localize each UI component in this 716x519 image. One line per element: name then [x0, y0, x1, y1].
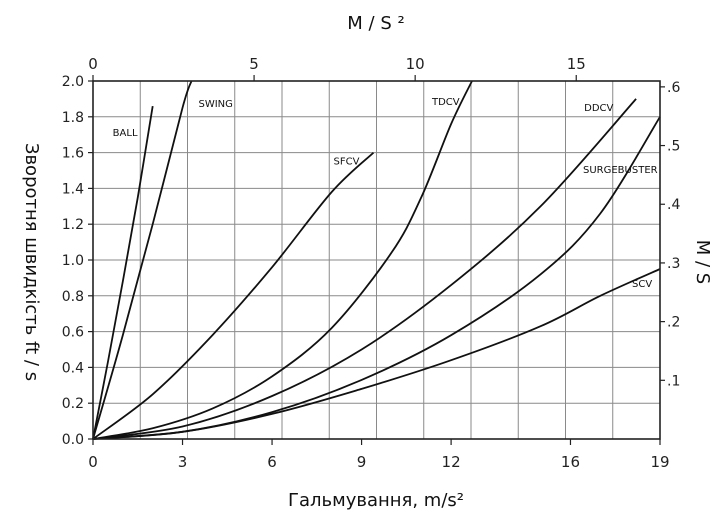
right-axis-title: M / S [692, 240, 713, 284]
series-label-ddcv: DDCV [584, 103, 613, 114]
right-tick-label: .6 [667, 80, 680, 96]
x-tick-label: 19 [650, 453, 669, 471]
curve-labels: BALL SWING SFCV TDCV DDCV SURGEBUSTER SCV [113, 97, 658, 290]
right-tick-label: .1 [667, 373, 680, 389]
axes: 0 3 6 9 12 16 19 0 5 10 15 0.0 0.2 0.4 0.6 0.8 1.0 1.2 1.4… [62, 55, 681, 471]
series-line-tdcv [92, 80, 473, 440]
x-tick-label: 3 [178, 453, 188, 471]
right-tick-label: .5 [667, 139, 680, 155]
series-curves [92, 80, 661, 440]
series-line-ddcv [92, 98, 637, 440]
y-tick-label: 1.4 [62, 181, 84, 197]
series-line-scv [92, 268, 661, 440]
x-tick-label: 12 [442, 453, 461, 471]
top-axis-title: M / S ² [347, 13, 404, 34]
y-tick-label: 2.0 [62, 74, 84, 90]
right-tick-label: .2 [667, 315, 680, 331]
series-line-ball [92, 105, 154, 440]
top-tick-label: 5 [249, 55, 259, 73]
series-label-scv: SCV [632, 279, 652, 290]
y-tick-label: 1.2 [62, 217, 84, 233]
y-tick-label: 0.0 [62, 432, 84, 448]
y-tick-label: 0.4 [62, 360, 84, 376]
right-tick-label: .4 [667, 197, 680, 213]
x-tick-label: 16 [561, 453, 580, 471]
y-tick-label: 0.2 [62, 396, 84, 412]
y-tick-label: 1.8 [62, 110, 84, 126]
top-tick-label: 0 [88, 55, 98, 73]
y-axis-title: Зворотня швидкість ft / s [21, 143, 42, 381]
series-label-sfcv: SFCV [334, 157, 360, 168]
y-tick-label: 0.8 [62, 289, 84, 305]
x-tick-label: 0 [88, 453, 98, 471]
series-label-ball: BALL [113, 128, 138, 139]
x-tick-label: 9 [357, 453, 367, 471]
series-label-swing: SWING [198, 99, 232, 110]
series-line-swing [92, 80, 193, 440]
top-tick-label: 15 [567, 55, 586, 73]
top-tick-label: 10 [406, 55, 425, 73]
x-axis-title: Гальмування, m/s² [288, 490, 464, 511]
right-tick-label: .3 [667, 256, 680, 272]
series-label-surgebuster: SURGEBUSTER [583, 165, 658, 176]
y-tick-label: 0.6 [62, 325, 84, 341]
series-line-sfcv [92, 151, 375, 440]
x-tick-label: 6 [267, 453, 277, 471]
series-label-tdcv: TDCV [431, 97, 460, 108]
y-tick-label: 1.0 [62, 253, 84, 269]
y-tick-label: 1.6 [62, 146, 84, 162]
